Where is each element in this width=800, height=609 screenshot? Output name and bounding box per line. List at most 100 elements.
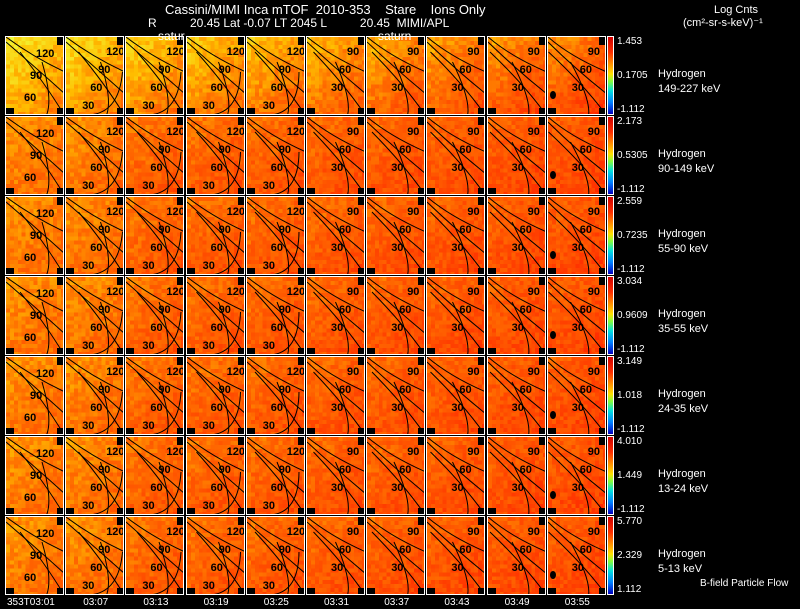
contour-label: 30 [202, 580, 215, 592]
contour-line [452, 141, 469, 194]
contour-line [307, 201, 364, 253]
contour-lines [126, 277, 184, 354]
corner-mask [478, 508, 485, 514]
contour-line [66, 37, 124, 72]
colorbar-cmax-label: 5.770 [617, 516, 643, 527]
corner-mask [66, 108, 75, 114]
contour-label: 60 [459, 304, 472, 316]
contour-label: 90 [407, 126, 420, 138]
corner-mask [66, 588, 75, 594]
contour-line [212, 71, 241, 114]
contour-label: 60 [90, 242, 103, 254]
contour-line [335, 381, 349, 434]
contour-line [246, 121, 304, 173]
saturn-marker [549, 251, 556, 259]
contour-label: 90 [347, 446, 360, 458]
corner-mask [598, 508, 605, 514]
contour-lines [427, 517, 485, 594]
heatmap-cells [186, 437, 244, 514]
contour-label: 60 [399, 304, 412, 316]
heatmap-panel: 90 60 30 [306, 116, 365, 195]
contour-label: 30 [571, 162, 585, 174]
corner-mask [487, 348, 496, 354]
corner-mask [237, 357, 244, 365]
contour-line [367, 277, 425, 312]
contour-line [427, 37, 485, 72]
contour-label: 120 [36, 48, 55, 60]
contour-lines [126, 517, 184, 594]
corner-mask [66, 268, 75, 274]
contour-line [307, 357, 364, 392]
corner-mask [478, 117, 485, 125]
heatmap-cells [186, 197, 244, 274]
corner-mask [237, 188, 244, 194]
corner-mask [418, 197, 425, 205]
contour-line [427, 121, 485, 174]
contour-lines [547, 517, 605, 594]
contour-line [92, 151, 124, 194]
corner-mask [538, 357, 545, 365]
corner-mask [57, 37, 63, 45]
corner-mask [307, 588, 315, 594]
corner-mask [177, 437, 184, 445]
plot-title: Cassini/MIMI Inca mTOF 2010-353 Stare Io… [165, 2, 486, 17]
heatmap-panel: 120 90 60 [5, 276, 64, 355]
contour-label: 30 [202, 180, 215, 192]
contour-line [246, 117, 304, 152]
contour-lines [246, 37, 304, 114]
contour-line [246, 357, 304, 392]
corner-mask [538, 428, 545, 434]
contour-line [487, 41, 545, 94]
corner-mask [367, 188, 376, 194]
contour-label: 90 [587, 286, 601, 298]
heatmap-panel: 120 90 60 30 [125, 436, 185, 515]
contour-line [6, 121, 63, 173]
contour-lines [66, 277, 124, 354]
contour-lines [487, 357, 545, 434]
x-tick-label: 03:19 [203, 597, 229, 608]
heatmap-panel: 90 60 30 [366, 276, 426, 355]
contour-label: 30 [262, 500, 276, 512]
corner-mask [547, 588, 556, 594]
contour-label: 90 [98, 304, 111, 316]
heatmap-panel: 120 90 60 [5, 516, 64, 595]
contour-lines [246, 277, 304, 354]
heatmap-cells [307, 437, 364, 514]
x-tick-label: 353T03:01 [7, 597, 55, 608]
row-energy-label: 5-13 keV [658, 563, 703, 575]
contour-line [511, 141, 530, 194]
contour-line [547, 437, 605, 472]
corner-mask [297, 588, 304, 594]
corner-mask [538, 188, 545, 194]
heatmap-panel: 120 90 60 30 [185, 276, 245, 355]
corner-mask [186, 428, 195, 434]
contour-lines [6, 197, 63, 274]
corner-mask [598, 268, 605, 274]
contour-line [367, 357, 425, 392]
heatmap-cells [367, 197, 425, 274]
corner-mask [126, 428, 135, 434]
corner-mask [126, 268, 135, 274]
heatmap-panel: 120 90 60 30 [185, 356, 245, 435]
corner-mask [418, 508, 425, 514]
contour-label: 60 [459, 464, 472, 476]
row-species-label: Hydrogen [658, 388, 706, 400]
contour-lines [126, 37, 184, 114]
contour-line [66, 121, 124, 173]
contour-lines [186, 37, 244, 114]
contour-label: 60 [399, 464, 412, 476]
colorbar-cmid-label: 0.5305 [617, 150, 648, 161]
corner-mask [418, 117, 425, 125]
contour-lines [487, 437, 545, 514]
contour-label: 30 [391, 162, 404, 174]
contour-line [427, 357, 485, 392]
contour-line [427, 281, 485, 334]
contour-label: 120 [286, 526, 305, 538]
contour-label: 120 [106, 126, 125, 138]
row-energy-label: 90-149 keV [658, 163, 715, 175]
contour-label: 60 [270, 402, 284, 414]
contour-label: 30 [142, 580, 155, 592]
contour-label: 90 [98, 464, 111, 476]
corner-mask [186, 268, 195, 274]
corner-mask [598, 437, 605, 445]
